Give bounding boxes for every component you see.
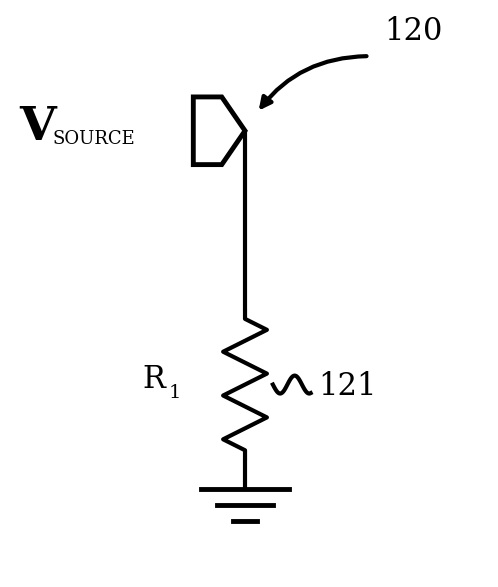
Text: 120: 120 xyxy=(384,16,443,47)
Text: V: V xyxy=(19,104,56,150)
Text: R: R xyxy=(142,364,165,395)
Text: SOURCE: SOURCE xyxy=(52,130,135,148)
Text: 1: 1 xyxy=(168,383,181,402)
Text: 121: 121 xyxy=(319,371,377,402)
